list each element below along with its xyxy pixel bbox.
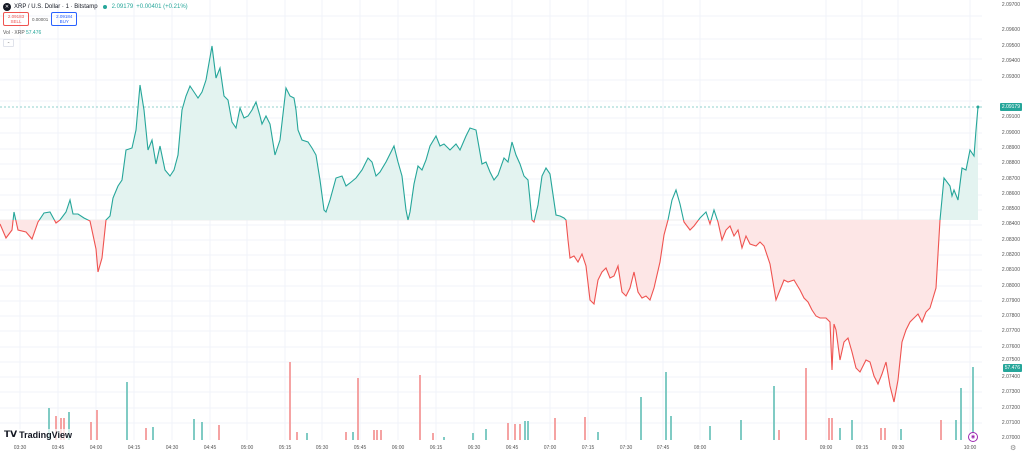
last-point-marker (976, 105, 980, 109)
time-tick: 09:00 (819, 445, 833, 451)
price-tick: 2.08700 (1001, 176, 1020, 182)
time-tick: 06:15 (429, 445, 443, 451)
price-axis[interactable]: 2.09700 2.09600 2.09500 2.09400 2.09300 … (982, 0, 1024, 455)
time-tick: 04:30 (165, 445, 179, 451)
symbol-legend[interactable]: ✕ XRP / U.S. Dollar · 1 · Bitstamp 2.091… (3, 3, 188, 11)
volume-legend[interactable]: Vol · XRP 57.476 (3, 30, 41, 36)
price-tick: 2.08200 (1001, 252, 1020, 258)
time-tick: 08:00 (693, 445, 707, 451)
volume-value: 57.476 (25, 30, 42, 36)
time-tick: 06:45 (505, 445, 519, 451)
volume-bars (48, 362, 974, 440)
time-tick: 10:00 (963, 445, 977, 451)
price-tick: 2.07200 (1001, 405, 1020, 411)
sell-price: 2.09183 (7, 14, 25, 19)
tradingview-logo-icon: 𝗧𝗩 (4, 429, 18, 439)
xrp-logo-icon: ✕ (3, 3, 11, 11)
symbol-title: XRP / U.S. Dollar · 1 · Bitstamp (14, 4, 98, 10)
price-tick: 2.08300 (1001, 237, 1020, 243)
gear-icon[interactable]: ⚙ (1010, 445, 1017, 452)
price-tick: 2.07800 (1001, 313, 1020, 319)
time-tick: 06:00 (391, 445, 405, 451)
price-tick: 2.07100 (1001, 420, 1020, 426)
time-tick: 05:15 (278, 445, 292, 451)
chevron-up-icon[interactable]: ⌃ (3, 39, 14, 47)
price-tick: 2.07700 (1001, 328, 1020, 334)
go-to-realtime-icon[interactable]: ◉ (968, 432, 978, 442)
last-price-badge: 2.09179 (999, 103, 1022, 111)
time-tick: 09:30 (891, 445, 905, 451)
price-tick: 2.07300 (1001, 389, 1020, 395)
time-tick: 07:00 (543, 445, 557, 451)
time-tick: 03:45 (51, 445, 65, 451)
logo-text: TradingView (19, 429, 72, 440)
price-tick: 2.08400 (1001, 221, 1020, 227)
time-tick: 05:30 (315, 445, 329, 451)
time-tick: 07:45 (656, 445, 670, 451)
price-tick: 2.08600 (1001, 191, 1020, 197)
price-tick: 2.09100 (1001, 114, 1020, 120)
time-tick: 04:45 (203, 445, 217, 451)
volume-label: Vol · XRP (3, 30, 25, 36)
time-tick: 05:45 (353, 445, 367, 451)
time-tick: 04:15 (127, 445, 141, 451)
price-tick: 2.09700 (1001, 2, 1020, 8)
time-tick: 09:15 (855, 445, 869, 451)
time-tick: 06:30 (467, 445, 481, 451)
trade-buttons: 2.09183 SELL 0.00001 2.09184 BUY (3, 12, 78, 26)
price-tick: 2.09300 (1001, 74, 1020, 80)
spread-value: 0.00001 (32, 16, 49, 22)
price-tick: 2.07900 (1001, 298, 1020, 304)
price-tick: 2.09000 (1001, 130, 1020, 136)
time-tick: 03:30 (13, 445, 27, 451)
chart-canvas[interactable] (0, 0, 982, 440)
market-open-dot-icon (102, 5, 107, 9)
price-tick: 2.08100 (1001, 267, 1020, 273)
time-tick: 04:00 (89, 445, 103, 451)
sell-button[interactable]: 2.09183 SELL (3, 12, 29, 26)
price-tick: 2.07500 (1001, 357, 1020, 363)
price-change: +0.00401 (+0.21%) (136, 4, 188, 10)
chart-pane[interactable] (0, 0, 982, 440)
price-tick: 2.09500 (1001, 43, 1020, 49)
price-series (0, 45, 980, 403)
last-price: 2.09179 (111, 4, 134, 10)
time-axis[interactable]: 03:30 03:45 04:00 04:15 04:30 04:45 05:0… (0, 440, 982, 455)
buy-label: BUY (59, 19, 69, 24)
price-tick: 2.07600 (1001, 344, 1020, 350)
price-tick: 2.09600 (1001, 27, 1020, 33)
buy-button[interactable]: 2.09184 BUY (51, 12, 78, 26)
sell-label: SELL (10, 19, 22, 24)
time-tick: 05:00 (240, 445, 254, 451)
price-tick: 2.08900 (1001, 145, 1020, 151)
price-tick: 2.09400 (1001, 58, 1020, 64)
volume-badge: 57.476 (1002, 364, 1022, 372)
price-tick: 2.08500 (1001, 206, 1020, 212)
price-tick: 2.07000 (1001, 435, 1020, 441)
time-tick: 07:30 (619, 445, 633, 451)
price-tick: 2.08000 (1001, 283, 1020, 289)
price-tick: 2.08800 (1001, 160, 1020, 166)
buy-price: 2.09184 (56, 14, 73, 19)
time-tick: 07:15 (581, 445, 595, 451)
tradingview-logo[interactable]: 𝗧𝗩 TradingView (4, 429, 72, 440)
price-tick: 2.07400 (1001, 374, 1020, 380)
